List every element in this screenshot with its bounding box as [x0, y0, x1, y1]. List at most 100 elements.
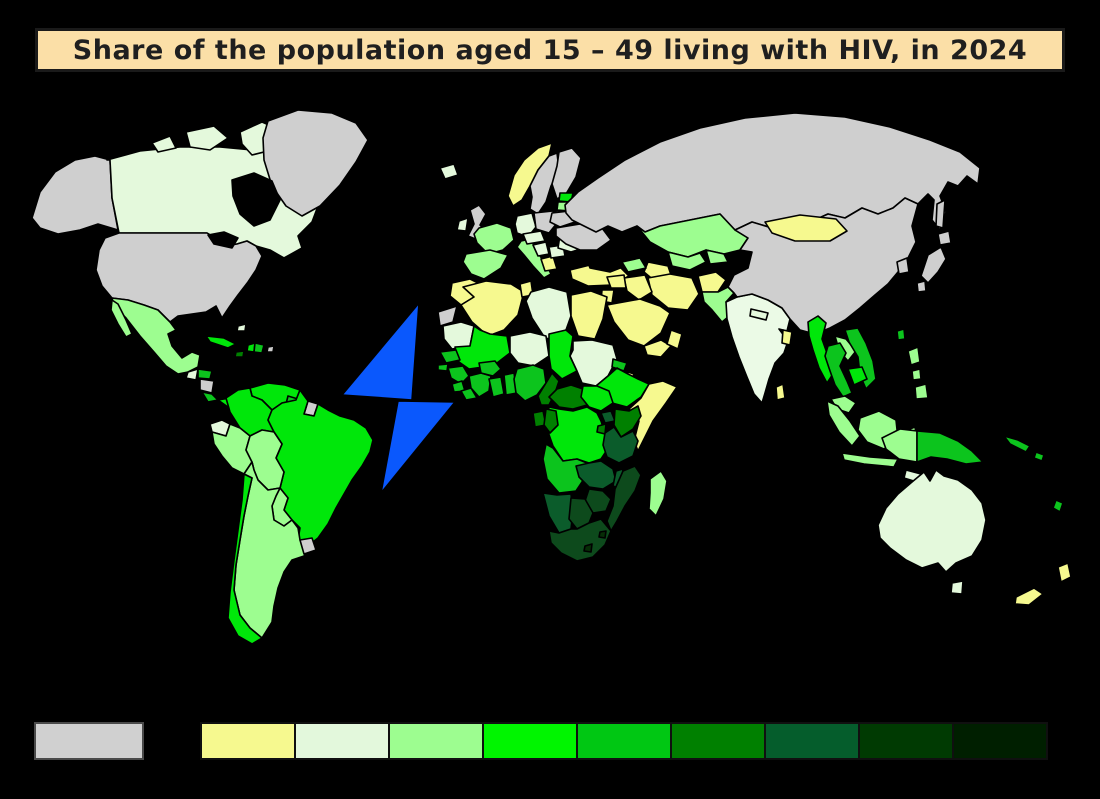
country-guinea[interactable]: [447, 365, 470, 385]
country-western-sahara[interactable]: [437, 305, 458, 327]
country-madagascar[interactable]: [648, 470, 668, 517]
country-lesotho[interactable]: [583, 543, 593, 553]
country-nicaragua[interactable]: [199, 378, 215, 394]
legend-swatch-bin-7[interactable]: [764, 722, 860, 760]
country-mauritania[interactable]: [442, 321, 475, 350]
country-vanuatu[interactable]: [1052, 499, 1064, 513]
country-sri-lanka[interactable]: [775, 383, 786, 401]
country-afghanistan[interactable]: [697, 271, 727, 293]
country-kyrgyzstan[interactable]: [705, 249, 729, 265]
country-puerto-rico[interactable]: [266, 345, 275, 353]
country-russia[interactable]: [564, 112, 981, 233]
country-greece[interactable]: [540, 255, 558, 272]
legend-swatch-no-data[interactable]: [34, 722, 144, 760]
legend-swatch-bin-3[interactable]: [388, 722, 484, 760]
country-algeria[interactable]: [460, 280, 525, 337]
country-iceland[interactable]: [439, 163, 459, 180]
legend-swatch-bin-8[interactable]: [858, 722, 954, 760]
country-nigeria[interactable]: [513, 364, 547, 402]
legend-swatch-bin-4[interactable]: [482, 722, 578, 760]
country-ghana[interactable]: [488, 376, 505, 398]
legend-swatch-bin-6[interactable]: [670, 722, 766, 760]
country-luzon[interactable]: [907, 346, 921, 366]
country-austria-hungary[interactable]: [522, 230, 546, 245]
country-zambia[interactable]: [575, 460, 617, 490]
country-nepal[interactable]: [749, 308, 769, 321]
country-tasmania[interactable]: [950, 580, 964, 595]
country-honduras[interactable]: [197, 368, 213, 380]
country-mali[interactable]: [454, 325, 511, 370]
country-mozambique[interactable]: [606, 465, 642, 532]
country-burkina-faso[interactable]: [478, 360, 502, 377]
country-uzbekistan[interactable]: [667, 251, 707, 271]
country-uruguay[interactable]: [299, 537, 317, 555]
country-france[interactable]: [473, 222, 515, 255]
country-visayas[interactable]: [911, 368, 922, 381]
legend-swatch-bin-1[interactable]: [200, 722, 296, 760]
country-bahamas[interactable]: [236, 323, 247, 332]
legend-swatch-bin-2[interactable]: [294, 722, 390, 760]
country-taiwan[interactable]: [896, 328, 906, 341]
country-sakhalin[interactable]: [935, 199, 946, 229]
country-yemen[interactable]: [643, 339, 672, 358]
legend-swatch-bin-9[interactable]: [952, 722, 1048, 760]
country-solomon-islands[interactable]: [1033, 451, 1045, 462]
country-cameroon[interactable]: [537, 372, 560, 406]
country-sweden[interactable]: [529, 152, 560, 215]
country-greenland[interactable]: [262, 109, 369, 217]
country-australia[interactable]: [877, 469, 987, 573]
country-kenya[interactable]: [613, 405, 642, 438]
legend-swatch-bin-5[interactable]: [576, 722, 672, 760]
country-mexico[interactable]: [111, 297, 201, 375]
country-guatemala[interactable]: [185, 368, 199, 381]
country-costa-rica[interactable]: [201, 391, 219, 403]
country-egypt[interactable]: [570, 290, 608, 340]
country-baja-california[interactable]: [110, 299, 133, 338]
country-namibia[interactable]: [542, 492, 574, 534]
country-uganda[interactable]: [600, 410, 616, 424]
country-eswatini[interactable]: [598, 530, 607, 539]
country-new-zealand-south[interactable]: [1014, 587, 1044, 606]
country-south-africa[interactable]: [548, 518, 612, 562]
country-sumatra[interactable]: [826, 400, 861, 447]
country-arctic-island[interactable]: [185, 125, 229, 151]
country-south-sudan[interactable]: [580, 385, 614, 412]
country-spain[interactable]: [462, 249, 509, 280]
country-tanzania[interactable]: [602, 426, 639, 464]
country-ireland[interactable]: [456, 217, 469, 232]
country-vietnam[interactable]: [844, 327, 877, 390]
country-syria[interactable]: [606, 274, 627, 289]
country-iraq[interactable]: [623, 274, 653, 301]
country-somalia[interactable]: [628, 380, 678, 452]
country-new-britain[interactable]: [1003, 435, 1031, 453]
country-japan-hokkaido[interactable]: [937, 230, 952, 246]
country-japan-kyushu[interactable]: [916, 280, 927, 293]
country-bangladesh[interactable]: [781, 329, 793, 346]
country-new-zealand-north[interactable]: [1057, 562, 1072, 583]
country-liberia[interactable]: [460, 387, 478, 401]
country-cuba[interactable]: [205, 335, 237, 349]
country-caucasus[interactable]: [621, 257, 647, 273]
country-alaska[interactable]: [31, 155, 119, 235]
country-guinea-bissau[interactable]: [437, 363, 449, 372]
country-iran[interactable]: [647, 273, 700, 311]
country-dominican-republic[interactable]: [253, 342, 265, 354]
country-mindanao[interactable]: [914, 383, 929, 400]
country-usa[interactable]: [95, 232, 263, 323]
country-mongolia[interactable]: [764, 214, 848, 242]
country-oman[interactable]: [666, 329, 683, 350]
country-papua-new-guinea[interactable]: [916, 430, 984, 465]
country-senegal[interactable]: [439, 349, 461, 364]
country-congo[interactable]: [543, 408, 559, 434]
country-balkans[interactable]: [532, 241, 550, 257]
country-cambodia[interactable]: [847, 366, 868, 386]
country-chile[interactable]: [227, 473, 263, 645]
country-jamaica[interactable]: [234, 350, 245, 358]
country-arctic-island[interactable]: [151, 135, 177, 153]
country-japan-honshu[interactable]: [920, 246, 947, 284]
country-java[interactable]: [841, 452, 899, 468]
country-thailand[interactable]: [824, 342, 853, 398]
country-niger[interactable]: [509, 331, 550, 367]
country-south-korea[interactable]: [896, 257, 910, 275]
country-saudi-arabia[interactable]: [606, 298, 671, 347]
